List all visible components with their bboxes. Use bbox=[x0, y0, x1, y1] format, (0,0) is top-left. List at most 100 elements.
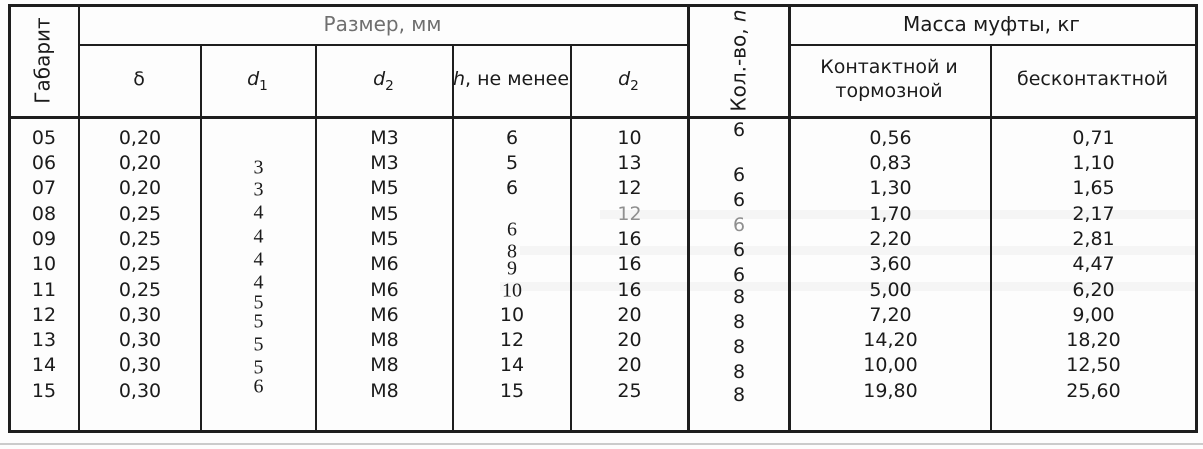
column-header-mass-contact: Контактной и тормозной bbox=[798, 44, 980, 116]
cell-gabarit-2: 07 bbox=[31, 177, 57, 199]
cell-massK-2: 1,30 bbox=[869, 177, 912, 199]
cell-massB-1: 1,10 bbox=[1072, 152, 1115, 174]
cell-massK-8: 14,20 bbox=[863, 329, 918, 351]
cell-count-0: 6 bbox=[732, 119, 746, 141]
scan-artifact bbox=[600, 210, 1198, 219]
table-border-bottom bbox=[8, 430, 1198, 433]
cell-d1-7: 5 bbox=[253, 310, 264, 333]
column-header-mass-contactless-label: бесконтактной bbox=[1016, 68, 1169, 91]
cell-massB-4: 2,81 bbox=[1072, 228, 1115, 250]
cell-d2b-9: 20 bbox=[617, 354, 642, 376]
cell-count-5: 6 bbox=[732, 264, 746, 286]
cell-massK-10: 19,80 bbox=[863, 380, 918, 402]
column-header-d1: d1 bbox=[200, 44, 315, 116]
page-edge-line bbox=[0, 443, 1203, 445]
cell-d2b-5: 16 bbox=[617, 253, 642, 275]
column-header-delta-label: δ bbox=[133, 68, 145, 91]
cell-h-5: 9 bbox=[507, 257, 517, 280]
cell-d1-9: 5 bbox=[253, 356, 264, 379]
cell-d2-1: M3 bbox=[370, 152, 399, 174]
cell-d2b-6: 16 bbox=[617, 279, 642, 301]
column-header-d2: d2 bbox=[315, 44, 452, 116]
cell-count-6: 8 bbox=[732, 286, 746, 308]
cell-h-0: 6 bbox=[505, 127, 519, 149]
scan-artifact bbox=[500, 282, 1198, 291]
cell-d1-4: 4 bbox=[253, 248, 264, 271]
column-header-h-label: h, не менее bbox=[452, 68, 570, 91]
cell-d2b-10: 25 bbox=[617, 380, 642, 402]
cell-h-10: 15 bbox=[499, 380, 525, 402]
cell-massK-3: 1,70 bbox=[869, 203, 912, 225]
cell-h-7: 10 bbox=[499, 304, 525, 326]
cell-count-7: 8 bbox=[732, 311, 746, 333]
cell-gabarit-0: 05 bbox=[31, 127, 57, 149]
cell-massK-9: 10,00 bbox=[863, 354, 918, 376]
cell-massB-9: 12,50 bbox=[1066, 354, 1121, 376]
cell-d1-3: 4 bbox=[253, 225, 264, 248]
cell-gabarit-7: 12 bbox=[31, 304, 57, 326]
cell-d1-6: 5 bbox=[253, 291, 264, 314]
cell-massB-10: 25,60 bbox=[1066, 380, 1121, 402]
cell-d1-8: 5 bbox=[253, 333, 264, 356]
cell-delta-3: 0,25 bbox=[118, 203, 162, 225]
cell-gabarit-10: 15 bbox=[31, 380, 57, 402]
column-header-count: Кол.-во, n bbox=[690, 4, 788, 116]
cell-delta-6: 0,25 bbox=[118, 279, 162, 301]
cell-d2-2: M5 bbox=[370, 177, 399, 199]
column-header-d2-label: d2 bbox=[373, 68, 394, 94]
cell-massK-1: 0,83 bbox=[869, 152, 912, 174]
cell-count-9: 8 bbox=[732, 361, 746, 383]
cell-massB-3: 2,17 bbox=[1072, 203, 1115, 225]
cell-massB-5: 4,47 bbox=[1072, 253, 1115, 275]
cell-d2-0: M3 bbox=[370, 127, 399, 149]
cell-d1-10: 6 bbox=[253, 375, 264, 398]
cell-d2-6: M6 bbox=[370, 279, 399, 301]
col-line-d2 bbox=[452, 44, 454, 433]
cell-gabarit-5: 10 bbox=[31, 253, 57, 275]
cell-delta-7: 0,30 bbox=[118, 304, 162, 326]
col-line-d1 bbox=[315, 44, 317, 433]
table-border-top bbox=[8, 4, 1198, 7]
cell-d2b-0: 10 bbox=[617, 127, 642, 149]
cell-d2-7: M6 bbox=[370, 304, 399, 326]
cell-h-3: 6 bbox=[507, 218, 517, 241]
cell-d2-8: M8 bbox=[370, 329, 399, 351]
cell-h-1: 5 bbox=[505, 152, 519, 174]
col-line-count-right bbox=[788, 4, 791, 433]
cell-massB-6: 6,20 bbox=[1072, 279, 1115, 301]
column-header-mass-contact-label: Контактной и тормозной bbox=[820, 56, 958, 102]
cell-d2b-1: 13 bbox=[617, 152, 642, 174]
col-line-count-left bbox=[687, 4, 690, 433]
cell-massK-6: 5,00 bbox=[869, 279, 912, 301]
column-header-mass-contactless: бесконтактной bbox=[990, 44, 1195, 116]
cell-count-2: 6 bbox=[732, 189, 746, 211]
column-header-d2-right-label: d2 bbox=[618, 68, 639, 94]
cell-gabarit-4: 09 bbox=[31, 228, 57, 250]
cell-count-8: 8 bbox=[732, 336, 746, 358]
cell-h-2: 6 bbox=[505, 177, 519, 199]
col-line-mass bbox=[990, 44, 992, 433]
cell-delta-10: 0,30 bbox=[118, 380, 162, 402]
column-header-d1-label: d1 bbox=[247, 68, 268, 94]
cell-h-8: 12 bbox=[499, 329, 525, 351]
cell-count-1: 6 bbox=[732, 164, 746, 186]
col-line-delta bbox=[200, 44, 202, 433]
group-header-mass-label: Масса муфты, кг bbox=[903, 11, 1080, 36]
cell-delta-2: 0,20 bbox=[118, 177, 162, 199]
cell-d1-2: 4 bbox=[253, 201, 264, 224]
cell-count-3: 6 bbox=[732, 214, 746, 236]
cell-massK-5: 3,60 bbox=[869, 253, 912, 275]
column-header-count-label: Кол.-во, n bbox=[726, 8, 751, 112]
cell-gabarit-9: 14 bbox=[31, 354, 57, 376]
header-bottom-line bbox=[8, 116, 1198, 119]
cell-h-9: 14 bbox=[499, 354, 525, 376]
cell-gabarit-6: 11 bbox=[31, 279, 57, 301]
cell-d1-5: 4 bbox=[253, 271, 264, 294]
cell-massB-8: 18,20 bbox=[1066, 329, 1121, 351]
cell-gabarit-8: 13 bbox=[31, 329, 57, 351]
table-border-left bbox=[8, 4, 11, 433]
cell-d2b-7: 20 bbox=[617, 304, 642, 326]
cell-massK-4: 2,20 bbox=[869, 228, 912, 250]
cell-delta-4: 0,25 bbox=[118, 228, 162, 250]
